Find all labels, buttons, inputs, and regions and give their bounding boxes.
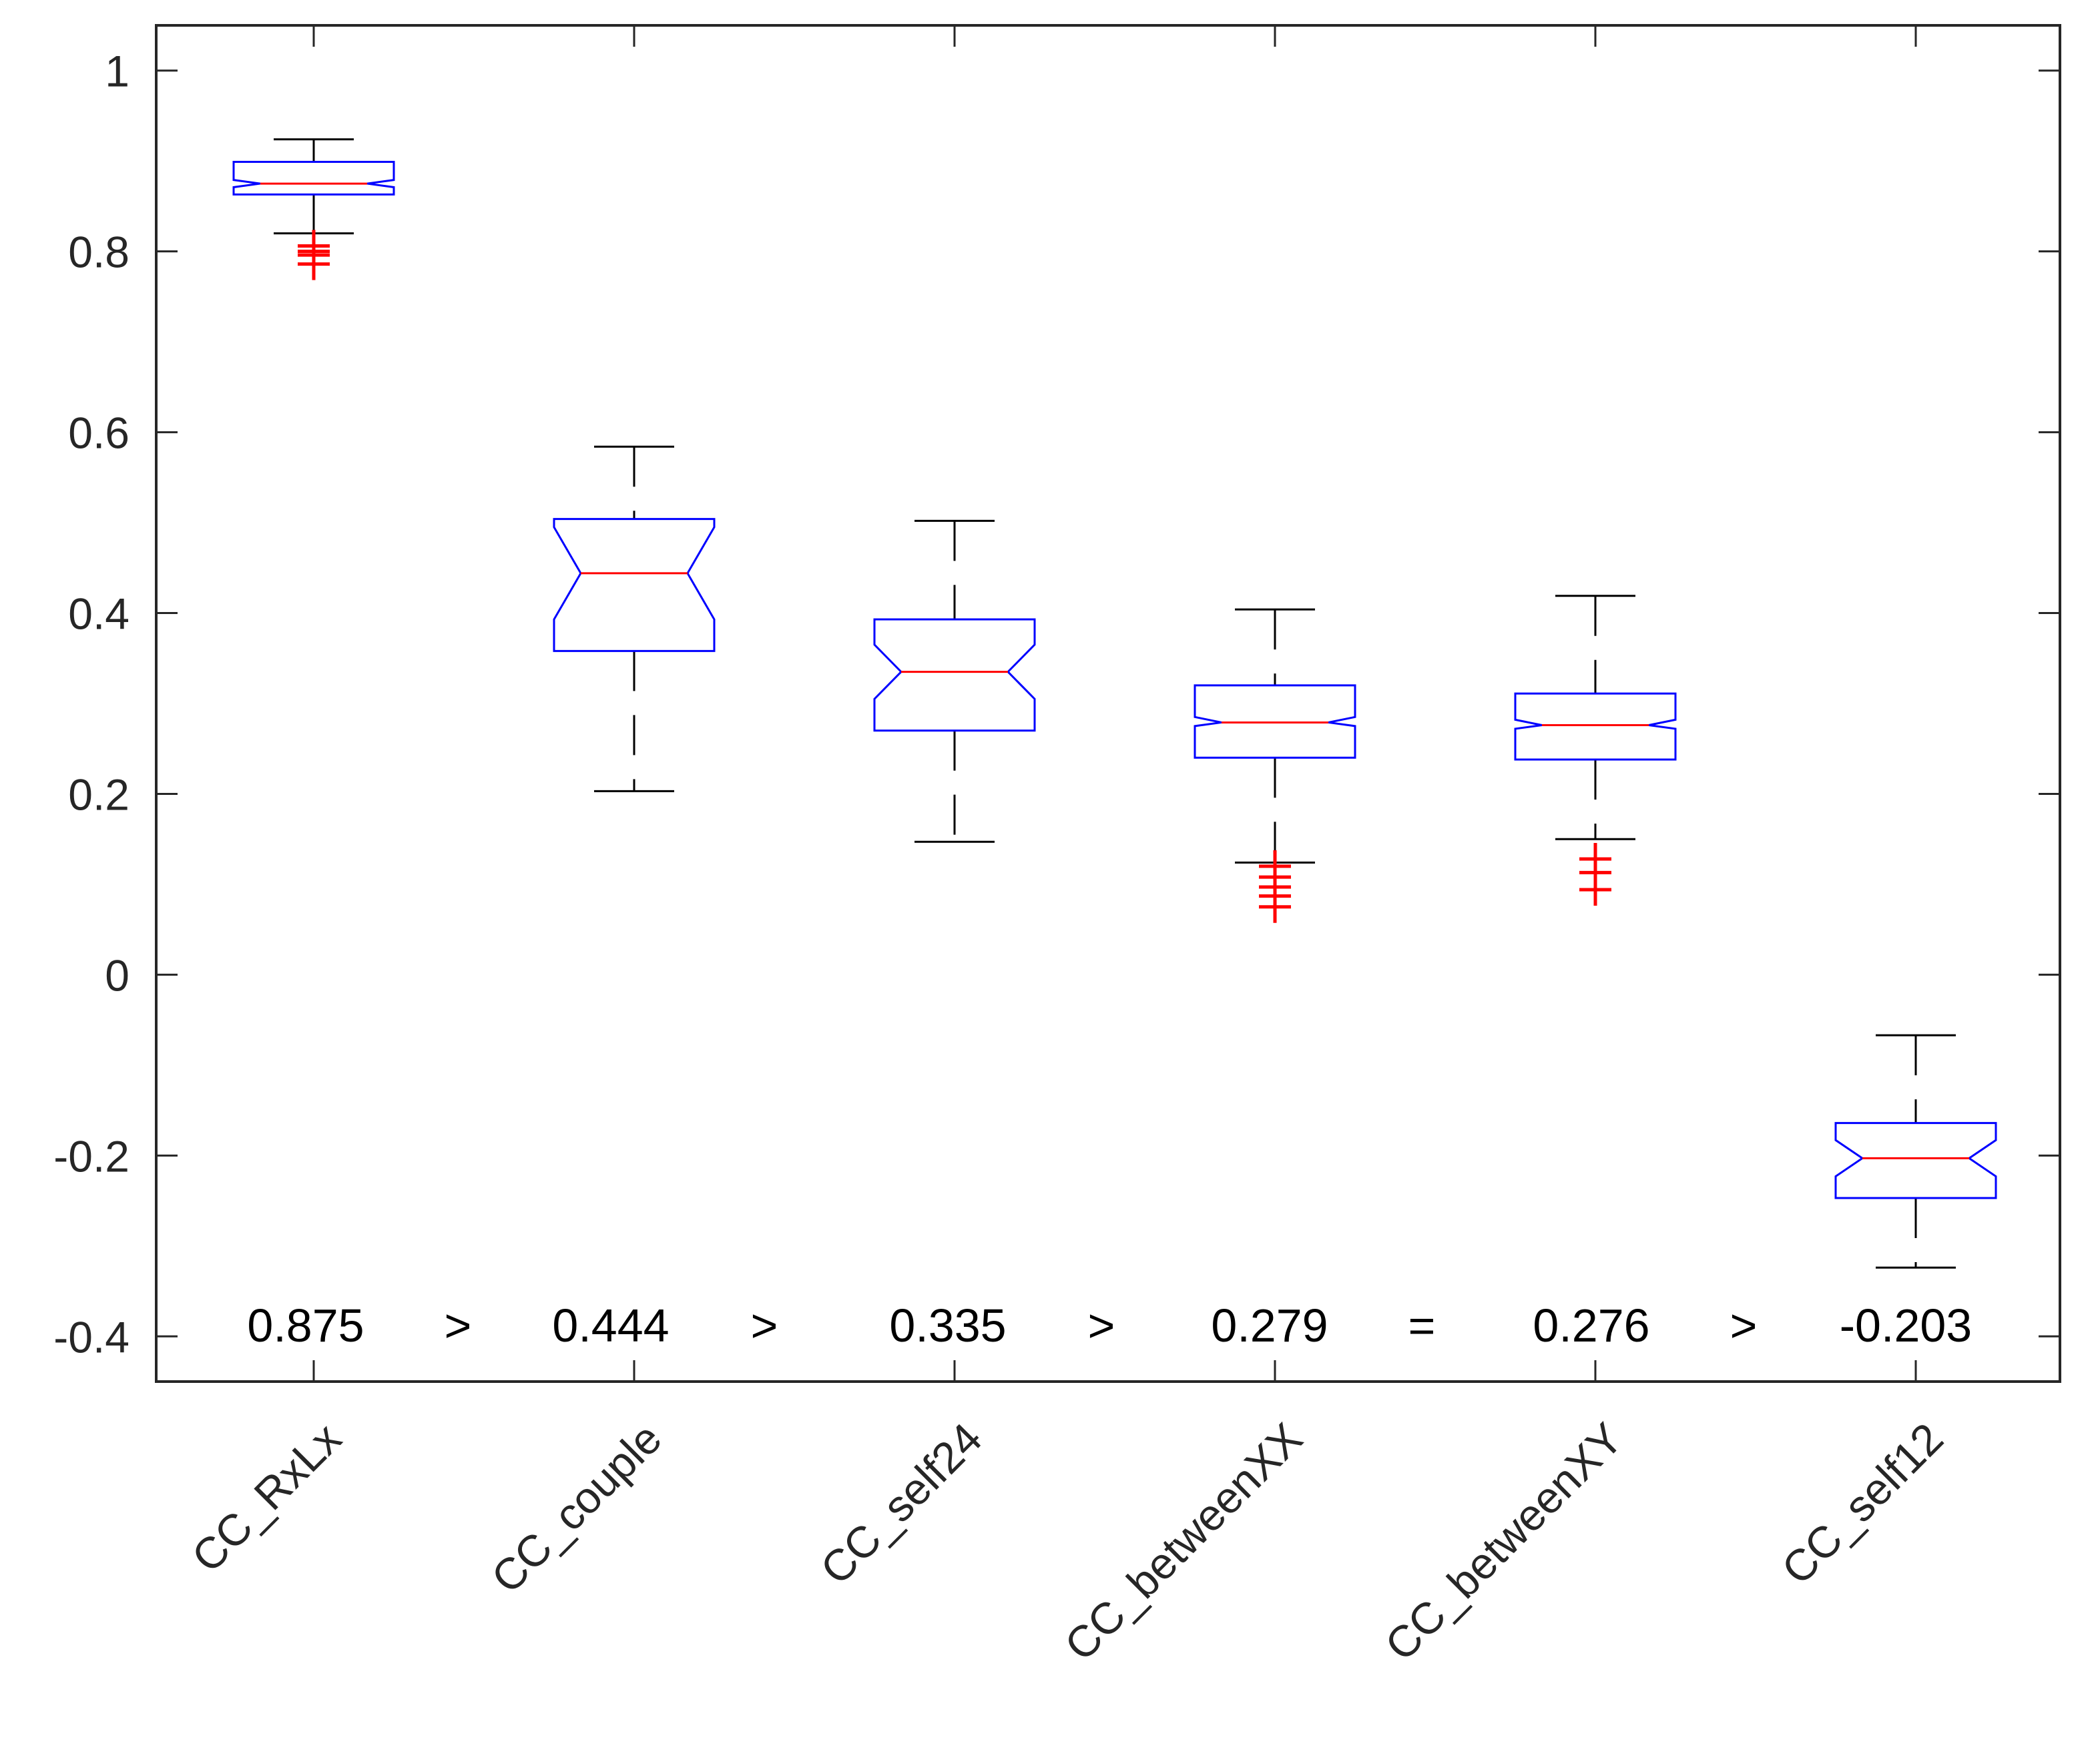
comparison-operator: > xyxy=(445,1299,472,1352)
box-CC_self12 xyxy=(1834,1034,1997,1269)
notched-box xyxy=(1514,692,1677,761)
notched-box xyxy=(1834,1122,1997,1199)
outlier-marker xyxy=(1579,874,1611,906)
outlier-marker xyxy=(1259,890,1291,923)
comparison-operator: > xyxy=(1730,1299,1758,1352)
comparison-operator: = xyxy=(1408,1299,1436,1352)
outlier-marker xyxy=(298,248,330,280)
box-CC_RxLx xyxy=(232,138,395,280)
y-tick-label: 0 xyxy=(105,950,129,1000)
y-tick-label: 0.6 xyxy=(68,408,129,458)
box-CC_couple xyxy=(553,445,716,792)
median-value-label: 0.335 xyxy=(889,1299,1006,1352)
y-tick-label: 1 xyxy=(105,47,129,96)
median-value-label: 0.276 xyxy=(1533,1299,1649,1352)
y-tick-label: 0.8 xyxy=(68,228,129,277)
notched-box xyxy=(232,161,395,196)
y-tick-label: 0.4 xyxy=(68,589,129,639)
y-tick-label: 0.2 xyxy=(68,770,129,819)
box-CC_betweenXY xyxy=(1514,595,1677,906)
annotation-row: 0.875 0.444 0.335 0.279 0.276 -0.203 > > > = > xyxy=(247,1299,1972,1352)
comparison-operator: > xyxy=(1088,1299,1115,1352)
notched-box xyxy=(553,518,716,652)
y-tick-label: -0.2 xyxy=(53,1131,129,1181)
median-value-label: 0.444 xyxy=(552,1299,669,1352)
box-CC_betweenXX xyxy=(1194,608,1356,923)
comparison-operator: > xyxy=(751,1299,778,1352)
median-value-label: 0.875 xyxy=(247,1299,364,1352)
notched-box xyxy=(873,618,1036,732)
median-value-label: 0.279 xyxy=(1211,1299,1328,1352)
box-CC_self24 xyxy=(873,519,1036,843)
axes-frame xyxy=(155,24,2061,1383)
median-value-label: -0.203 xyxy=(1840,1299,1972,1352)
y-axis: -0.4 -0.2 0 0.2 0.4 0.6 0.8 1 xyxy=(53,47,2060,1362)
boxes-group xyxy=(232,138,1997,1269)
y-tick-label: -0.4 xyxy=(53,1312,129,1362)
